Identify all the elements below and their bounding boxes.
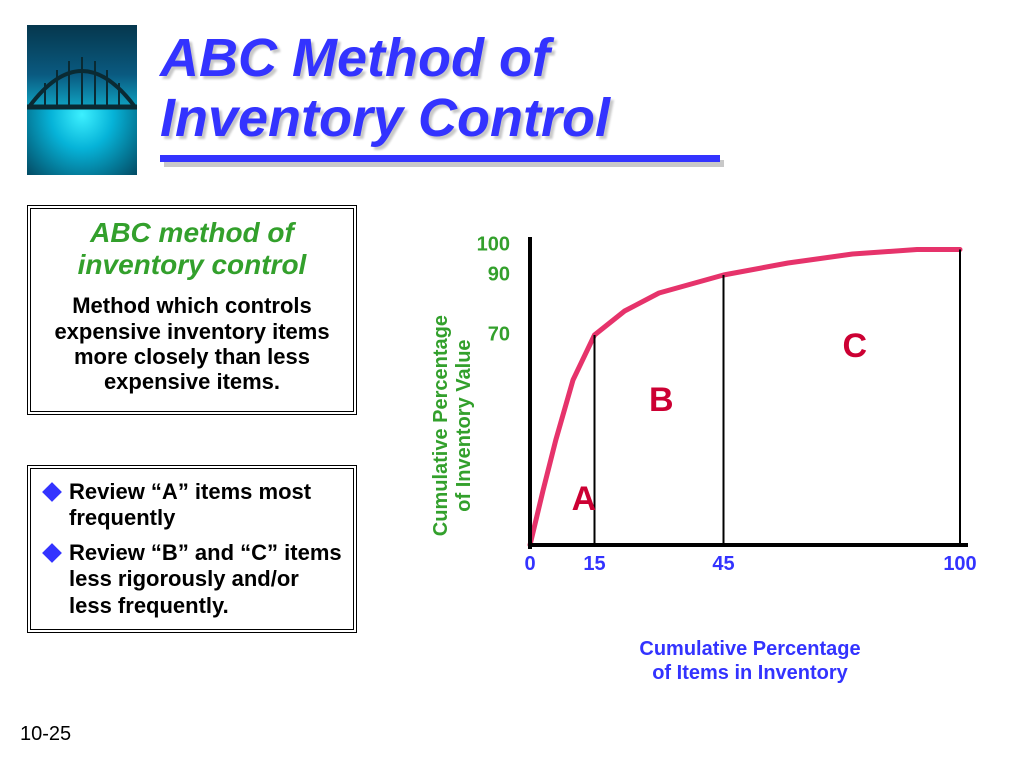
slide-title: ABC Method of Inventory Control <box>160 28 610 167</box>
bullet-diamond-icon <box>42 482 62 502</box>
page-number: 10-25 <box>20 723 71 746</box>
abc-chart: Cumulative Percentage of Inventory Value… <box>430 225 990 645</box>
definition-heading: ABC method of inventory control <box>41 217 343 281</box>
region-label-B: B <box>649 381 674 420</box>
bullet-item: Review “B” and “C” items less rigorously… <box>41 540 343 619</box>
x-tick-label: 0 <box>524 553 535 576</box>
definition-body: Method which controls expensive inventor… <box>41 293 343 394</box>
y-tick-label: 90 <box>460 264 510 287</box>
region-label-C: C <box>843 327 868 366</box>
bullet-diamond-icon <box>42 543 62 563</box>
bridge-icon <box>27 25 137 175</box>
bridge-logo <box>27 25 137 175</box>
title-line1: ABC Method of <box>160 28 610 88</box>
title-underline <box>160 155 610 167</box>
bullet-text: Review “A” items most frequently <box>69 479 343 532</box>
bullet-item: Review “A” items most frequently <box>41 479 343 532</box>
x-tick-label: 15 <box>583 553 605 576</box>
chart-svg <box>430 225 990 575</box>
x-tick-label: 45 <box>712 553 734 576</box>
x-axis-title: Cumulative Percentage of Items in Invent… <box>550 637 950 685</box>
definition-box: ABC method of inventory control Method w… <box>27 205 357 415</box>
bullets-box: Review “A” items most frequently Review “… <box>27 465 357 633</box>
x-tick-label: 100 <box>943 553 976 576</box>
title-line2: Inventory Control <box>160 88 610 148</box>
y-tick-label: 100 <box>460 234 510 257</box>
bullet-text: Review “B” and “C” items less rigorously… <box>69 540 343 619</box>
region-label-A: A <box>572 480 597 519</box>
y-tick-label: 70 <box>460 324 510 347</box>
slide: ABC Method of Inventory Control ABC meth… <box>0 0 1024 768</box>
